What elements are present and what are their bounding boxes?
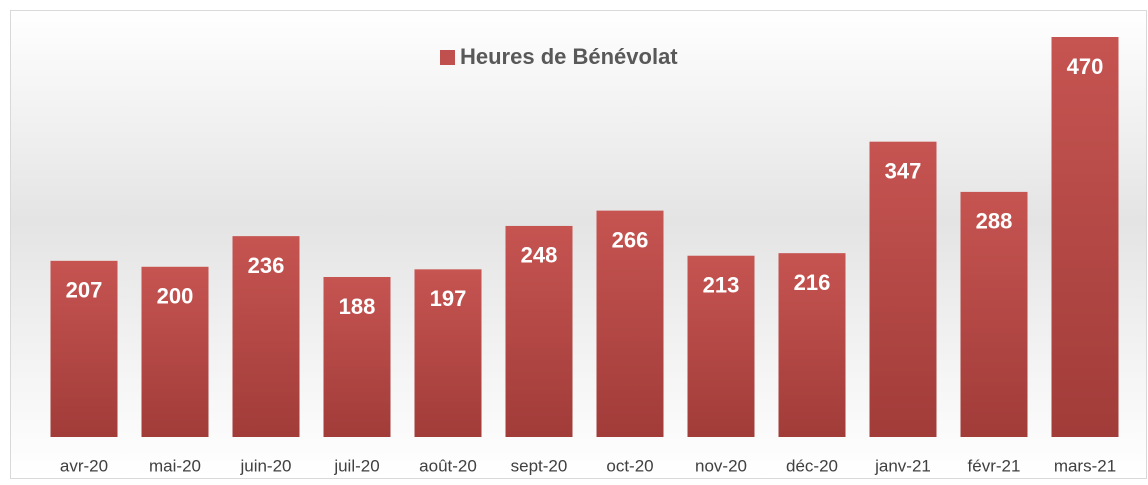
data-label: 200: [157, 284, 194, 309]
x-tick-label: mars-21: [1054, 456, 1116, 475]
data-label: 188: [339, 294, 376, 319]
bar: [414, 269, 482, 437]
bar: [1051, 37, 1119, 437]
bar: [232, 236, 300, 437]
data-label: 347: [885, 158, 922, 183]
bar: [778, 253, 846, 437]
x-tick-label: nov-20: [695, 456, 747, 475]
x-tick-label: oct-20: [606, 456, 653, 475]
bar: [141, 266, 209, 437]
x-tick-label: août-20: [419, 456, 477, 475]
data-label: 213: [703, 273, 740, 298]
x-tick-label: déc-20: [786, 456, 838, 475]
data-label: 216: [794, 270, 831, 295]
x-tick-label: janv-21: [874, 456, 931, 475]
data-label: 207: [66, 278, 103, 303]
x-tick-label: juil-20: [333, 456, 379, 475]
legend-label: Heures de Bénévolat: [460, 44, 678, 69]
x-tick-label: avr-20: [60, 456, 108, 475]
bar: [505, 225, 573, 437]
legend-swatch: [440, 50, 455, 65]
bar: [50, 260, 118, 437]
data-label: 288: [976, 209, 1013, 234]
data-label: 248: [521, 243, 558, 268]
data-label: 470: [1067, 54, 1104, 79]
x-tick-label: sept-20: [511, 456, 568, 475]
bar: [687, 255, 755, 437]
bar: [869, 141, 937, 437]
x-tick-label: mai-20: [149, 456, 201, 475]
data-label: 266: [612, 227, 649, 252]
bar: [323, 277, 391, 437]
data-label: 236: [248, 253, 285, 278]
x-tick-label: juin-20: [239, 456, 291, 475]
data-label: 197: [430, 286, 467, 311]
bar: [596, 210, 664, 437]
bar: [960, 191, 1028, 437]
x-tick-label: févr-21: [968, 456, 1021, 475]
